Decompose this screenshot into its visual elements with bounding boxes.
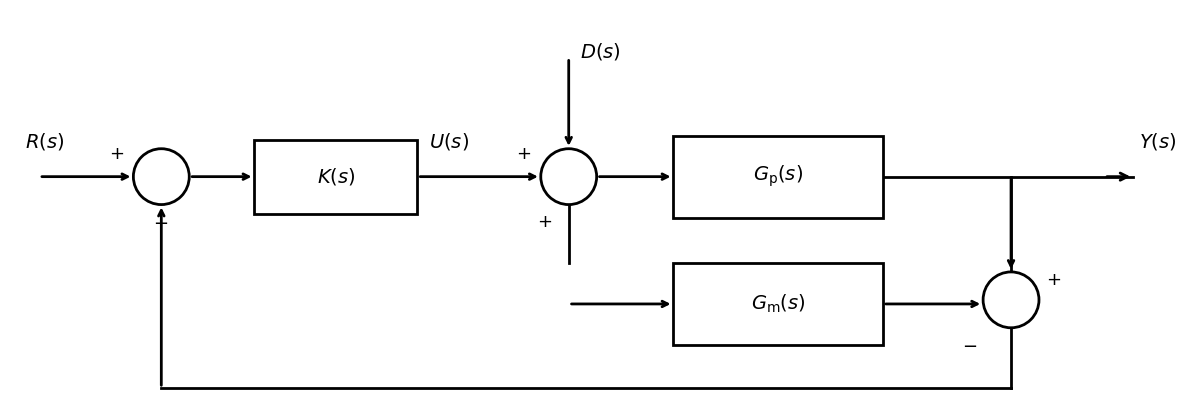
Bar	[673, 263, 883, 345]
Text: $G_{\rm m}(s)$: $G_{\rm m}(s)$	[751, 293, 806, 315]
Text: $R(s)$: $R(s)$	[25, 131, 64, 152]
Text: +: +	[1046, 271, 1061, 289]
Text: $G_{\rm p}(s)$: $G_{\rm p}(s)$	[754, 164, 804, 189]
Ellipse shape	[541, 149, 597, 204]
Text: +: +	[516, 145, 532, 163]
Text: $U(s)$: $U(s)$	[429, 131, 469, 152]
Ellipse shape	[133, 149, 189, 204]
Text: $-$: $-$	[961, 336, 977, 354]
Text: +: +	[109, 145, 125, 163]
Text: $D(s)$: $D(s)$	[580, 41, 621, 62]
Bar	[254, 140, 418, 214]
Text: $Y(s)$: $Y(s)$	[1140, 131, 1176, 152]
Text: $K(s)$: $K(s)$	[317, 166, 355, 187]
Text: $-$: $-$	[153, 213, 169, 231]
Ellipse shape	[983, 272, 1039, 328]
Text: +: +	[537, 213, 552, 231]
Bar	[673, 136, 883, 218]
